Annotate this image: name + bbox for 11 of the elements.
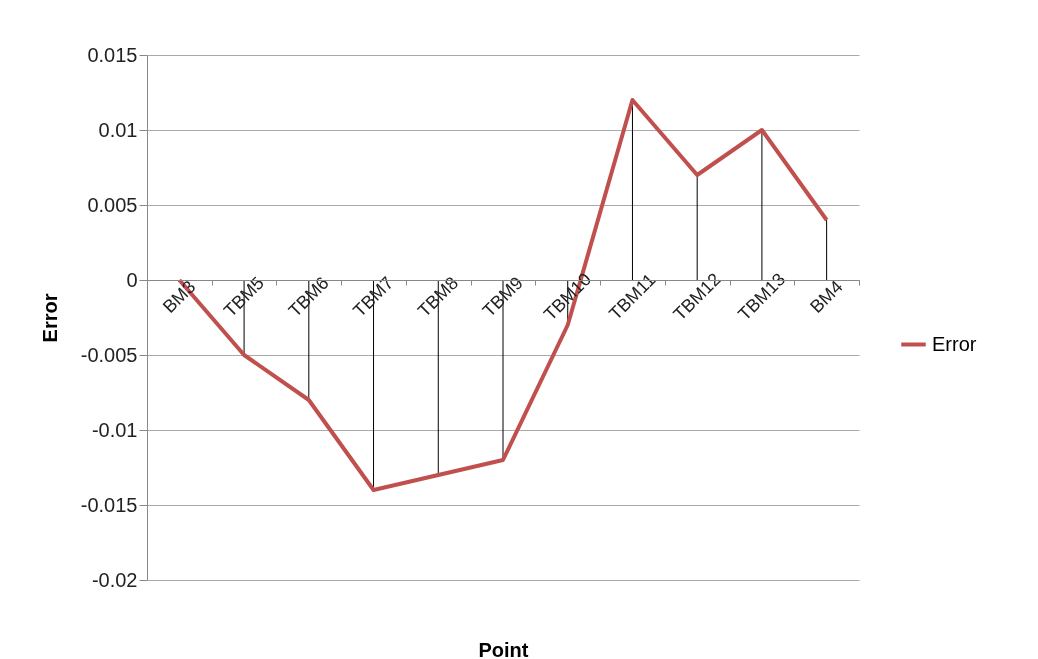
y-tick-label: -0.02 [91, 568, 138, 591]
y-tick-label: 0.015 [87, 43, 138, 66]
y-tick-label: -0.01 [91, 418, 138, 441]
y-tick-label: -0.015 [80, 493, 138, 516]
x-axis-title: Point [478, 638, 529, 659]
y-tick-label: 0 [126, 268, 138, 291]
y-tick-label: 0.005 [87, 193, 138, 216]
y-axis-title: Error [38, 293, 61, 343]
y-tick-label: 0.01 [98, 118, 138, 141]
legend-label: Error [932, 332, 977, 355]
y-tick-label: -0.005 [80, 343, 138, 366]
